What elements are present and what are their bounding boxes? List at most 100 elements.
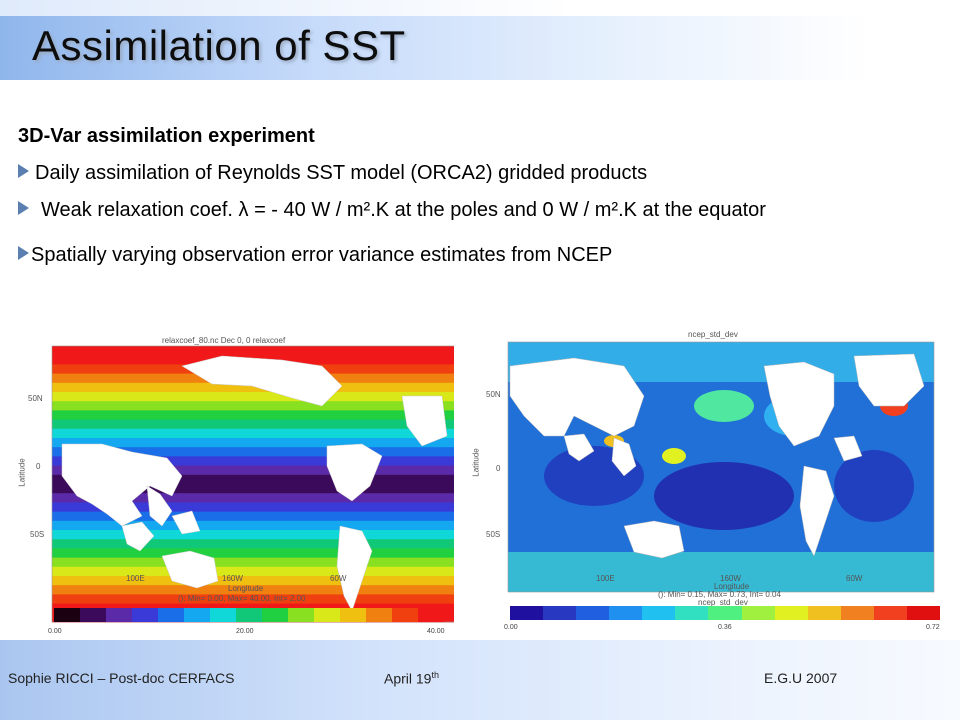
relax-band	[52, 401, 454, 411]
colorbar-swatch	[675, 606, 709, 620]
relax-band	[52, 493, 454, 503]
map-stats: (): Min= 0.00, Max= 40.00, Int= 2.00	[178, 594, 306, 603]
relax-band	[52, 392, 454, 402]
colorbar-swatch	[543, 606, 577, 620]
colorbar-tick: 40.00	[427, 628, 445, 635]
colorbar-swatch	[642, 606, 676, 620]
relax-band	[52, 346, 454, 356]
bullet-arrow-icon	[18, 201, 29, 215]
y-axis-label: Latitude	[471, 448, 481, 477]
bullet-item: Weak relaxation coef. λ = - 40 W / m².K …	[18, 192, 858, 229]
relax-band	[52, 511, 454, 522]
colorbar-swatch	[708, 606, 742, 620]
ncep-colorbar	[510, 606, 941, 620]
relax-band	[52, 474, 454, 485]
colorbar-tick: 0.00	[504, 624, 518, 631]
footer-date: April 19th	[384, 670, 439, 687]
colorbar-tick: 0.72	[926, 624, 940, 631]
relax-band	[52, 530, 454, 540]
lon-label: 60W	[330, 574, 347, 583]
relax-band	[52, 576, 454, 586]
lat-label: 50N	[486, 390, 501, 399]
lat-label: 50S	[486, 530, 501, 539]
lat-label: 0	[36, 462, 41, 471]
colorbar-swatch	[132, 608, 158, 622]
bullet-text: Weak relaxation coef. λ = - 40 W / m².K …	[41, 199, 766, 221]
bullet-text: Daily assimilation of Reynolds SST model…	[35, 162, 648, 184]
colorbar-swatch	[288, 608, 314, 622]
colorbar-tick: 0.00	[48, 628, 62, 635]
colorbar-swatch	[158, 608, 184, 622]
relax-band	[52, 410, 454, 421]
relax-band	[52, 484, 454, 494]
footer-date-main: April 19	[384, 670, 432, 687]
bullet-item: Spatially varying observation error vari…	[18, 237, 858, 274]
footer-event: E.G.U 2007	[764, 670, 838, 686]
title-glow	[0, 0, 960, 16]
colorbar-swatch	[510, 606, 544, 620]
ncep-map	[507, 341, 935, 593]
colorbar-swatch	[236, 608, 262, 622]
relax-band	[52, 438, 454, 448]
lat-label: 0	[496, 464, 501, 473]
lon-label: 160W	[222, 574, 243, 583]
colorbar-swatch	[840, 606, 874, 620]
bullet-item: Daily assimilation of Reynolds SST model…	[18, 155, 858, 192]
colorbar-swatch	[609, 606, 643, 620]
bullet-arrow-icon	[18, 246, 29, 260]
experiment-heading: 3D-Var assimilation experiment	[18, 125, 315, 147]
bullet-text: Spatially varying observation error vari…	[31, 244, 613, 266]
relax-band	[52, 557, 454, 568]
relax-band	[52, 419, 454, 430]
relax-band	[52, 585, 454, 595]
colorbar-swatch	[392, 608, 418, 622]
relax-band	[52, 548, 454, 559]
relax-band	[52, 382, 454, 393]
x-axis-label: Longitude	[228, 584, 264, 593]
y-axis-label: Latitude	[17, 458, 27, 487]
colorbar-swatch	[366, 608, 392, 622]
colorbar-swatch	[340, 608, 366, 622]
relax-band	[52, 465, 454, 476]
colorbar-swatch	[906, 606, 941, 620]
bullet-arrow-icon	[18, 164, 29, 178]
relaxcoef-map-panel: relaxcoef_80.nc Dec 0, 0 relaxcoef 50N 0…	[18, 326, 454, 640]
colorbar-tick: 20.00	[236, 628, 254, 635]
colorbar-swatch	[54, 608, 80, 622]
colorbar-title: ncep_std_dev	[698, 598, 748, 607]
map-header: ncep_std_dev	[688, 330, 738, 339]
colorbar-swatch	[210, 608, 236, 622]
continents	[61, 355, 448, 612]
colorbar-swatch	[106, 608, 132, 622]
colorbar-tick: 0.36	[718, 624, 732, 631]
slide-body: 3D-Var assimilation experiment Daily ass…	[18, 118, 858, 274]
relax-band	[52, 566, 454, 577]
relax-band	[52, 539, 454, 549]
footer-date-sup: th	[431, 670, 439, 680]
colorbar-swatch	[418, 608, 444, 622]
colorbar-swatch	[873, 606, 907, 620]
relax-band	[52, 520, 454, 531]
lat-label: 50S	[30, 530, 45, 539]
lat-label: 50N	[28, 394, 43, 403]
map-header: relaxcoef_80.nc Dec 0, 0 relaxcoef	[162, 336, 286, 345]
lon-label: 100E	[596, 574, 615, 583]
title-bar	[0, 16, 870, 80]
page-title: Assimilation of SST	[32, 22, 406, 69]
map-stats: (): Min= 0.15, Max= 0.73, Int= 0.04	[658, 590, 781, 599]
colorbar-swatch	[774, 606, 808, 620]
lon-label: 100E	[126, 574, 145, 583]
colorbar-swatch	[262, 608, 288, 622]
colorbar-swatch	[314, 608, 340, 622]
colorbar-swatch	[184, 608, 210, 622]
colorbar-swatch	[80, 608, 106, 622]
relax-band	[52, 456, 454, 467]
footer-author: Sophie RICCI – Post-doc CERFACS	[8, 670, 235, 686]
colorbar-swatch	[807, 606, 841, 620]
relax-band	[52, 447, 454, 457]
footer-bar	[0, 640, 960, 720]
x-axis-label: Longitude	[714, 582, 750, 591]
relax-band	[52, 594, 454, 605]
relax-band	[52, 502, 454, 513]
relax-band	[52, 428, 454, 439]
